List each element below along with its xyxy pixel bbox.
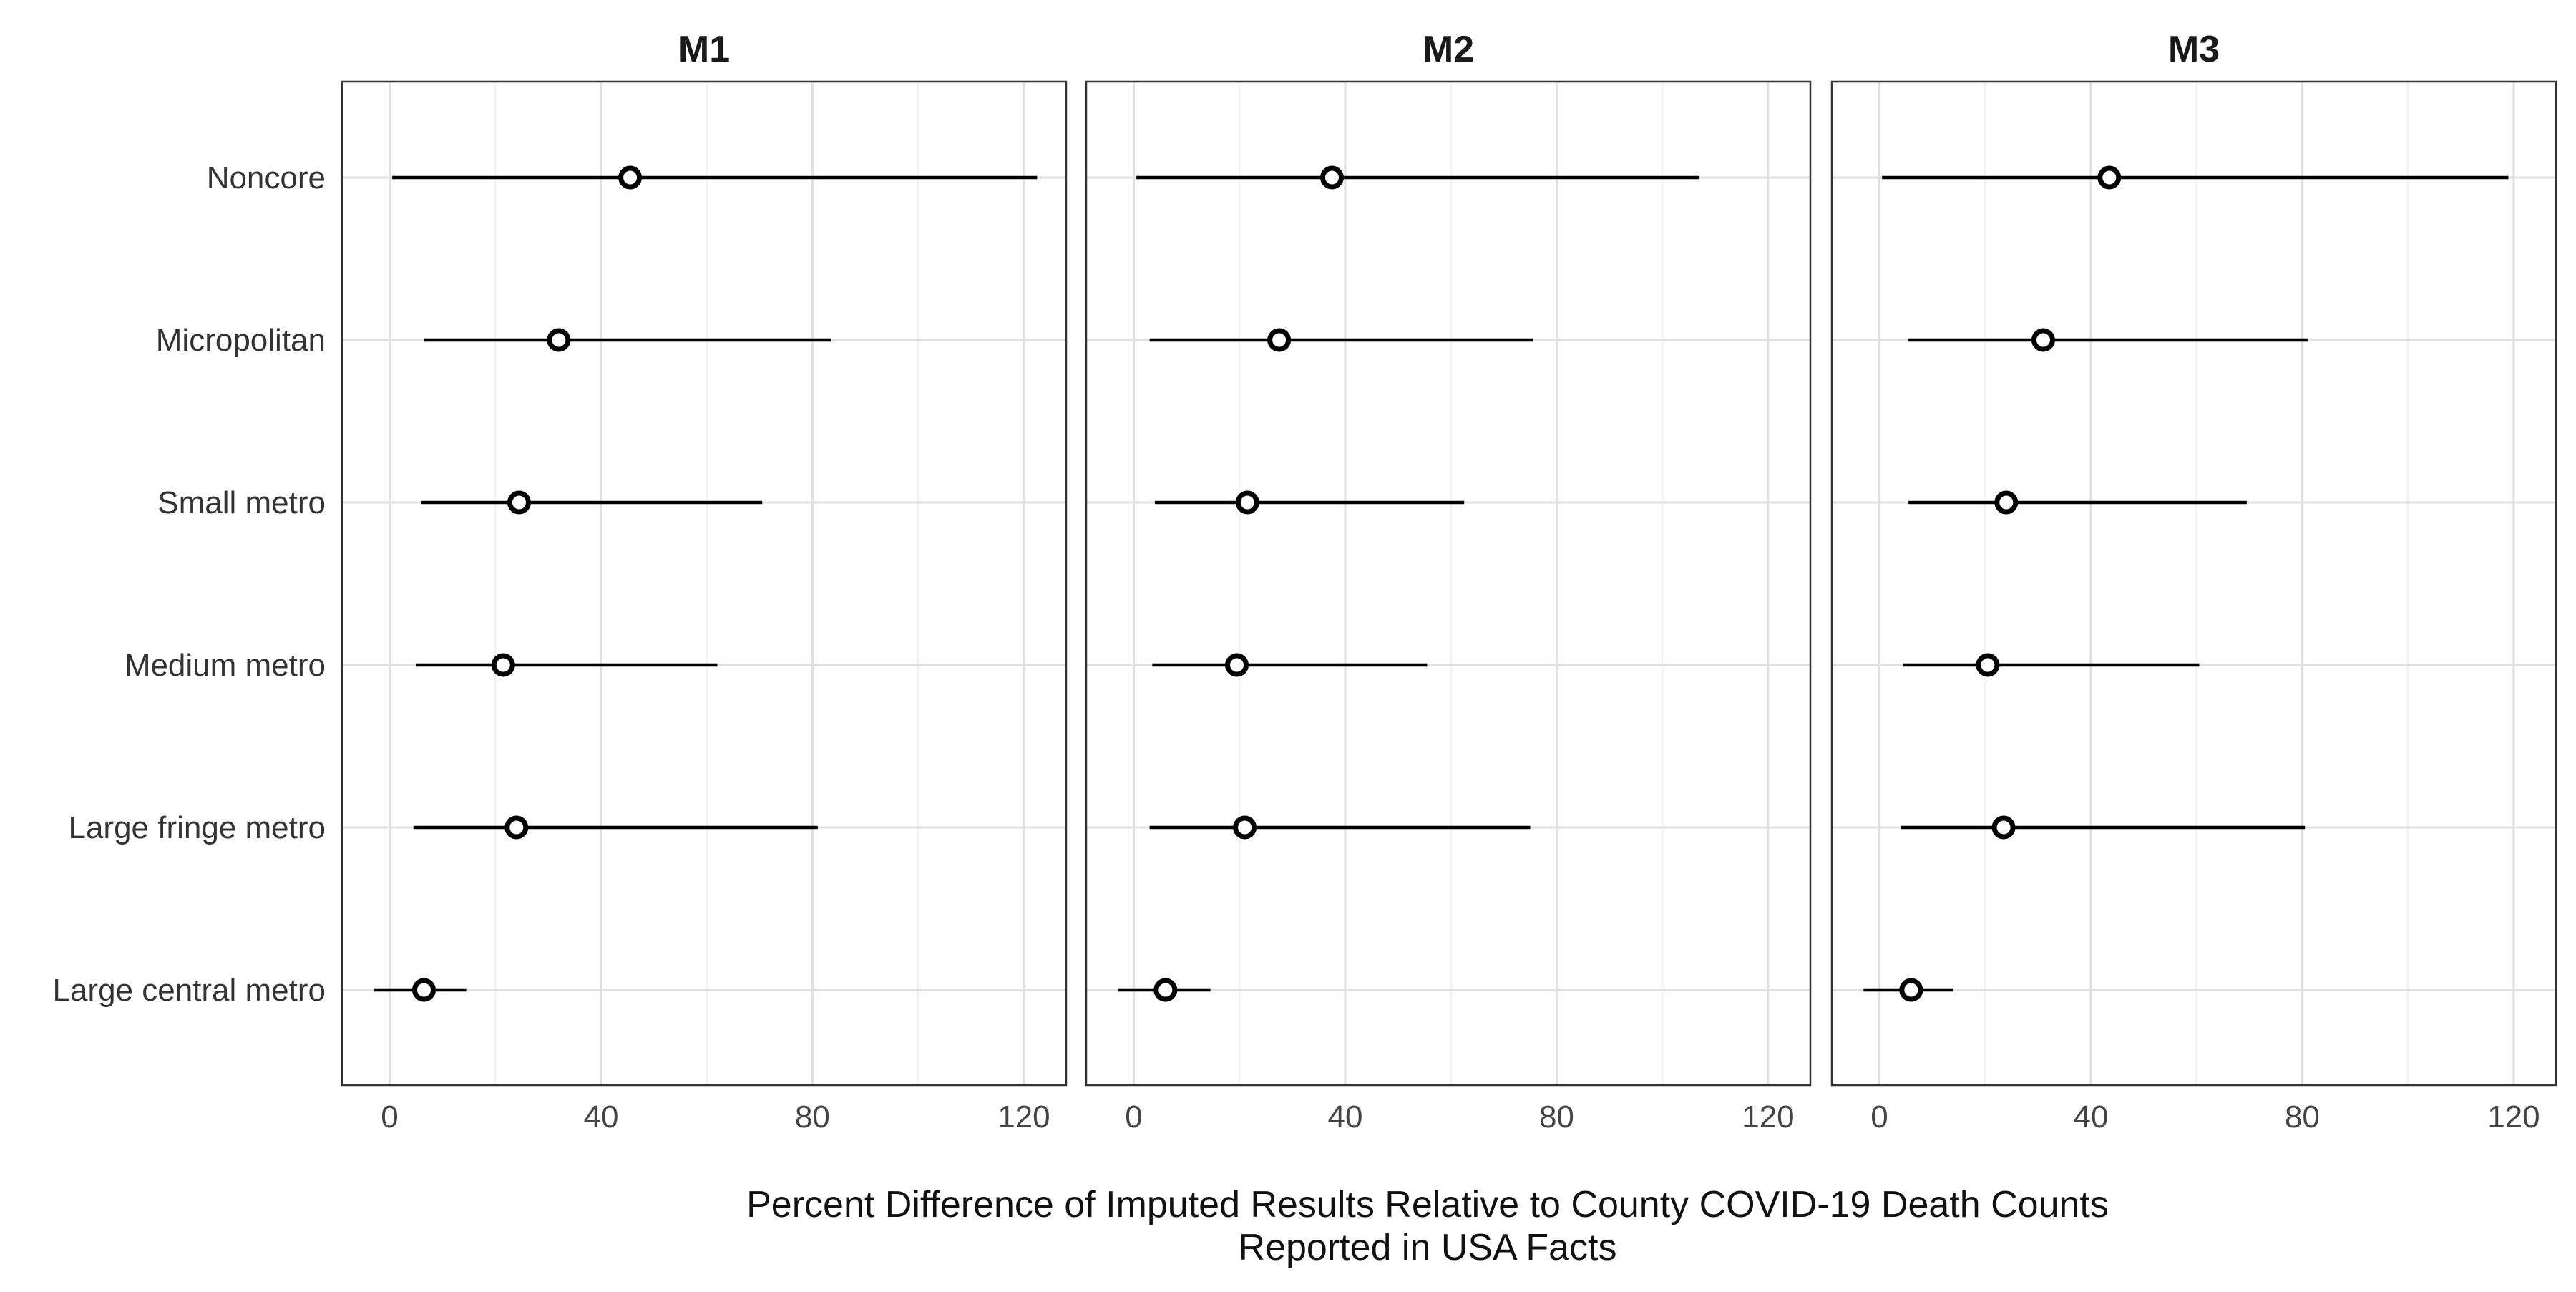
x-tick-label: 0	[1125, 1099, 1142, 1135]
x-tick-label: 80	[1539, 1099, 1574, 1135]
x-tick-label: 0	[1870, 1099, 1888, 1135]
x-tick-label: 40	[583, 1099, 618, 1135]
estimate-point	[1319, 165, 1344, 190]
category-label: Small metro	[157, 485, 326, 520]
estimate-point	[1233, 815, 1257, 840]
x-tick-label: 0	[381, 1099, 398, 1135]
estimate-point	[618, 165, 643, 190]
estimate-point	[1899, 978, 1923, 1002]
panel-title-m1: M1	[678, 29, 730, 70]
panel-border	[1085, 80, 1812, 1087]
x-axis-title-line: Reported in USA Facts	[1239, 1227, 1617, 1268]
estimate-point	[2097, 165, 2122, 190]
x-tick-label: 40	[2073, 1099, 2108, 1135]
category-label: Noncore	[207, 160, 326, 195]
category-label: Medium metro	[125, 648, 326, 683]
x-tick-label: 40	[1327, 1099, 1362, 1135]
estimate-point	[411, 978, 436, 1002]
estimate-point	[1153, 978, 1178, 1002]
x-tick-label: 80	[795, 1099, 830, 1135]
panel-border	[1830, 80, 2557, 1087]
category-label: Large fringe metro	[68, 810, 326, 845]
estimate-point	[1235, 490, 1259, 515]
estimate-point	[507, 490, 531, 515]
x-tick-label: 120	[1742, 1099, 1794, 1135]
estimate-point	[504, 815, 529, 840]
estimate-point	[491, 653, 515, 677]
estimate-point	[1267, 328, 1292, 352]
estimate-point	[547, 328, 571, 352]
panel-title-m2: M2	[1423, 29, 1474, 70]
panel-title-m3: M3	[2168, 29, 2220, 70]
estimate-point	[1991, 815, 2016, 840]
estimate-point	[1994, 490, 2019, 515]
category-label: Large central metro	[52, 973, 326, 1008]
estimate-point	[1976, 653, 2000, 677]
x-tick-label: 120	[2487, 1099, 2540, 1135]
x-axis-title-line: Percent Difference of Imputed Results Re…	[746, 1184, 2109, 1225]
x-tick-label: 120	[997, 1099, 1050, 1135]
estimate-point	[1225, 653, 1249, 677]
category-label: Micropolitan	[156, 323, 326, 358]
panel-border	[341, 80, 1068, 1087]
x-tick-label: 80	[2285, 1099, 2320, 1135]
estimate-point	[2031, 328, 2055, 352]
